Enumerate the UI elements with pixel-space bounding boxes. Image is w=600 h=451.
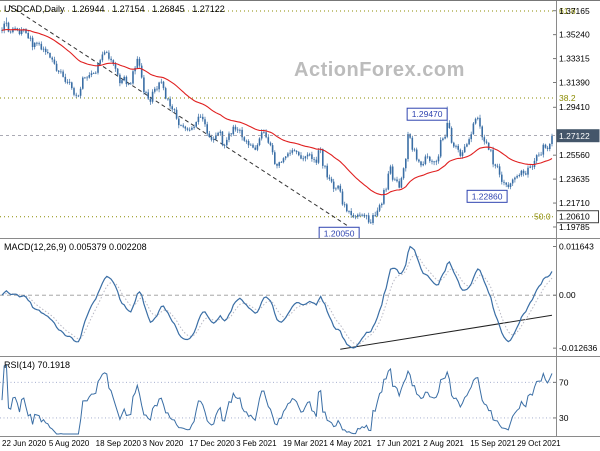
price-annotation-box[interactable] (318, 226, 360, 239)
price-axis-label: 1.25560 (559, 150, 590, 160)
x-axis-date-label: 22 Jun 2020 (2, 439, 47, 448)
current-price-tag (556, 129, 600, 143)
macd-axis-label: 0.00 (559, 290, 576, 300)
price-annotation-box[interactable] (466, 189, 508, 203)
rsi-line (1, 364, 553, 435)
rsi-panel-canvas[interactable]: 70 30 (0, 357, 600, 437)
moving-average-line (1, 28, 553, 196)
x-axis-date-label: 3 Feb 2021 (236, 439, 277, 448)
price-axis-label: 1.33315 (559, 54, 590, 64)
price-axis-label: 1.23635 (559, 174, 590, 184)
fib-axis-price: 1.20610 (559, 212, 590, 222)
price-axis-label: 1.19785 (559, 222, 590, 232)
price-chart-canvas[interactable]: 61.8 38.2 50.0 1.20610 1.37165 1.35240 1.33315… (0, 1, 600, 239)
macd-panel-canvas[interactable]: 0.011643 0.00 -0.012636 (0, 239, 600, 357)
x-axis-date-label: 2 Aug 2021 (423, 439, 464, 448)
macd-trendline[interactable] (340, 314, 553, 350)
rsi-axis-label: 70 (559, 377, 569, 387)
macd-line (1, 245, 553, 349)
x-axis-date-label: 3 Nov 2020 (142, 439, 184, 448)
price-axis-label: 1.31390 (559, 78, 590, 88)
x-axis-date-label: 5 Aug 2020 (48, 439, 90, 448)
price-axis-label: 1.21710 (559, 198, 590, 208)
macd-axis-label: 0.011643 (559, 241, 594, 251)
fib-level-label: 61.8 (559, 6, 576, 16)
x-axis-date-label: 18 Sep 2020 (95, 439, 141, 448)
price-annotation-text: 1.29470 (412, 109, 443, 119)
x-axis-date-label: 17 Jun 2021 (376, 439, 421, 448)
x-axis-date-label: 4 May 2021 (329, 439, 372, 448)
price-axis-label: 1.29410 (559, 102, 590, 112)
price-annotation-box[interactable] (406, 107, 448, 121)
x-axis-date-label: 17 Dec 2020 (189, 439, 235, 448)
price-axis-label: 1.35240 (559, 30, 590, 40)
candlestick-bodies (1, 22, 553, 224)
x-axis-date-label: 15 Sep 2021 (470, 439, 516, 448)
fib-level-label: 38.2 (559, 93, 576, 103)
time-axis[interactable]: 22 Jun 2020 5 Aug 2020 18 Sep 2020 3 Nov 20… (0, 437, 600, 451)
price-annotation-text: 1.22860 (472, 191, 503, 201)
fib-level-label: 50.0 (534, 212, 551, 222)
x-axis-date-label: 29 Oct 2021 (517, 439, 561, 448)
x-axis-date-label: 19 Mar 2021 (282, 439, 328, 448)
descending-trendline[interactable] (8, 4, 348, 226)
rsi-axis-label: 30 (559, 413, 569, 423)
current-price-value: 1.27122 (559, 131, 590, 141)
price-axis-label: 1.37165 (559, 6, 590, 16)
price-annotation-text: 1.20050 (324, 228, 355, 238)
macd-axis-label: -0.012636 (559, 343, 598, 353)
macd-signal-line (1, 254, 553, 345)
